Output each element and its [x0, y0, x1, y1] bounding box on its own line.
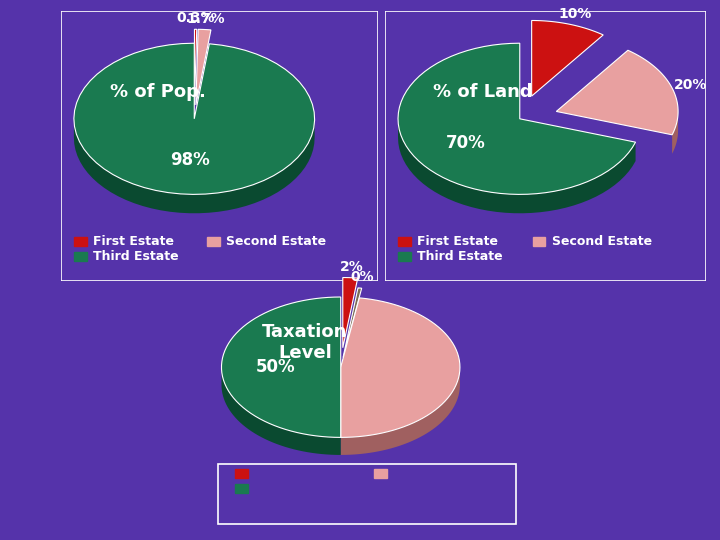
- Text: First Estate: First Estate: [255, 467, 336, 480]
- Text: Second Estate: Second Estate: [394, 467, 494, 480]
- Bar: [398, 252, 411, 261]
- Text: 70%: 70%: [446, 134, 485, 152]
- Text: First Estate: First Estate: [418, 235, 498, 248]
- Text: Third Estate: Third Estate: [255, 482, 341, 495]
- Text: 98%: 98%: [170, 151, 210, 170]
- Bar: [235, 484, 248, 492]
- Bar: [218, 464, 516, 524]
- Bar: [374, 469, 387, 478]
- Text: Third Estate: Third Estate: [418, 249, 503, 263]
- Polygon shape: [222, 367, 341, 455]
- Text: 1.7%: 1.7%: [186, 12, 225, 26]
- Text: Taxation
Level: Taxation Level: [262, 323, 348, 362]
- Polygon shape: [341, 367, 460, 455]
- Text: First Estate: First Estate: [93, 235, 174, 248]
- Polygon shape: [343, 288, 361, 357]
- Polygon shape: [343, 278, 358, 348]
- Text: Second Estate: Second Estate: [226, 235, 326, 248]
- Polygon shape: [194, 29, 197, 105]
- Bar: [207, 237, 220, 246]
- Polygon shape: [74, 119, 315, 213]
- Polygon shape: [672, 111, 678, 154]
- Bar: [74, 252, 86, 261]
- Bar: [533, 237, 546, 246]
- Bar: [235, 469, 248, 478]
- Polygon shape: [531, 21, 603, 96]
- Polygon shape: [222, 297, 341, 437]
- Text: 2%: 2%: [340, 260, 364, 274]
- Text: 20%: 20%: [674, 78, 707, 92]
- Polygon shape: [398, 119, 636, 213]
- Polygon shape: [398, 43, 636, 194]
- Text: Second Estate: Second Estate: [552, 235, 652, 248]
- Bar: [74, 237, 86, 246]
- Text: 50%: 50%: [256, 358, 295, 376]
- Text: Third Estate: Third Estate: [93, 249, 179, 263]
- Polygon shape: [74, 43, 315, 194]
- Polygon shape: [196, 29, 211, 105]
- Text: 0.3%: 0.3%: [176, 11, 215, 25]
- Polygon shape: [557, 50, 678, 135]
- Text: 10%: 10%: [559, 7, 592, 21]
- Text: 0%: 0%: [351, 271, 374, 285]
- Text: % of Pop.: % of Pop.: [110, 83, 206, 102]
- Polygon shape: [341, 298, 460, 437]
- Bar: [398, 237, 411, 246]
- Text: % of Land: % of Land: [433, 83, 533, 102]
